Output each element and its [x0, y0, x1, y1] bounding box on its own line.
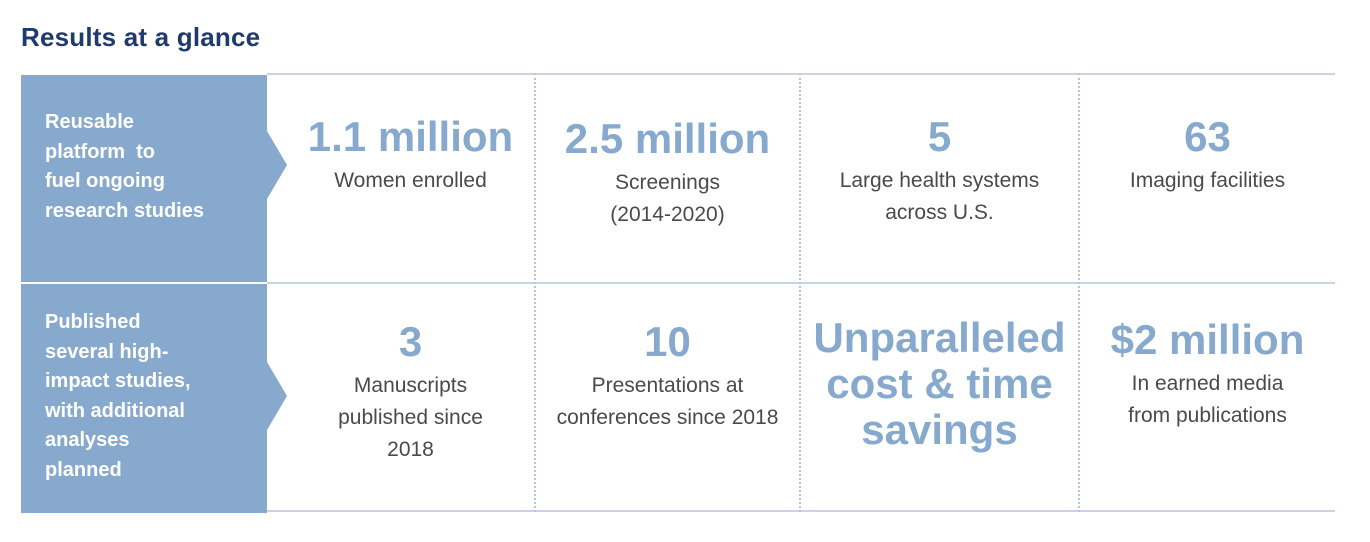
stat-cost-time-savings: Unparalleled cost & time savings	[801, 315, 1078, 453]
label-line: Published	[45, 311, 141, 333]
row-label-published-studies: Published several high- impact studies, …	[21, 284, 287, 513]
divider	[1078, 73, 1080, 512]
stat-desc-line: Women enrolled	[334, 169, 487, 192]
stat-value-line: savings	[861, 406, 1018, 453]
divider	[799, 73, 801, 512]
stat-imaging-facilities: 63 Imaging facilities	[1080, 113, 1335, 197]
label-line: research studies	[45, 199, 204, 222]
stat-value-line: cost & time	[826, 360, 1053, 407]
stat-desc-line: Screenings	[614, 171, 721, 194]
stat-value: Unparalleled cost & time savings	[801, 315, 1078, 453]
stat-value: 10	[644, 318, 691, 365]
label-line: planned	[45, 458, 122, 481]
stat-presentations: 10 Presentations at conferences since 20…	[536, 318, 799, 434]
stat-value: $2 million	[1110, 316, 1305, 363]
label-line: impact studies,	[45, 370, 191, 392]
results-grid: Reusable platform to fuel ongoing resear…	[21, 73, 1335, 513]
label-line: fuel ongoing	[45, 170, 165, 192]
label-line: platform to	[45, 140, 155, 163]
label-line: analyses	[45, 429, 130, 451]
stat-desc-line: (2014-2020)	[610, 203, 725, 226]
stat-desc-line: Manuscripts	[353, 374, 468, 397]
stat-desc-line: conferences since 2018	[556, 406, 779, 429]
stat-description: In earned media from publications	[1080, 368, 1335, 432]
divider	[267, 282, 1335, 284]
stat-health-systems: 5 Large health systems across U.S.	[801, 113, 1078, 229]
stat-value-line: Unparalleled	[813, 314, 1066, 361]
stat-description: Presentations at conferences since 2018	[536, 370, 799, 434]
stat-manuscripts: 3 Manuscripts published since 2018	[287, 318, 534, 466]
stat-earned-media: $2 million In earned media from publicat…	[1080, 316, 1335, 432]
stat-description: Screenings (2014-2020)	[536, 167, 799, 231]
stat-desc-line: Imaging facilities	[1129, 169, 1286, 192]
label-line: several high-	[45, 340, 169, 363]
stat-desc-line: 2018	[387, 438, 434, 461]
stat-value: 5	[927, 113, 952, 160]
stat-desc-line: from publications	[1128, 404, 1287, 427]
row-label-reusable-platform: Reusable platform to fuel ongoing resear…	[21, 75, 287, 282]
stat-value: 63	[1184, 113, 1231, 160]
label-line: Reusable	[45, 111, 134, 133]
stat-description: Imaging facilities	[1080, 165, 1335, 197]
stat-value: 1.1 million	[307, 113, 514, 160]
stat-value: 3	[398, 318, 423, 365]
stat-description: Women enrolled	[287, 165, 534, 197]
arrow-icon	[267, 131, 287, 199]
page-title: Results at a glance	[21, 22, 261, 52]
stat-desc-line: across U.S.	[885, 201, 994, 224]
stat-description: Manuscripts published since 2018	[287, 370, 534, 466]
stat-description: Large health systems across U.S.	[801, 165, 1078, 229]
stat-desc-line: Large health systems	[839, 169, 1040, 192]
divider	[534, 73, 536, 512]
stat-desc-line: In earned media	[1131, 372, 1284, 395]
stat-desc-line: published since	[338, 406, 483, 429]
arrow-icon	[267, 362, 287, 430]
label-line: with additional	[45, 399, 185, 422]
divider	[267, 73, 1335, 75]
stat-desc-line: Presentations at	[591, 374, 744, 397]
stat-screenings: 2.5 million Screenings (2014-2020)	[536, 115, 799, 231]
divider	[267, 510, 1335, 512]
stat-women-enrolled: 1.1 million Women enrolled	[287, 113, 534, 197]
stat-value: 2.5 million	[564, 115, 771, 162]
